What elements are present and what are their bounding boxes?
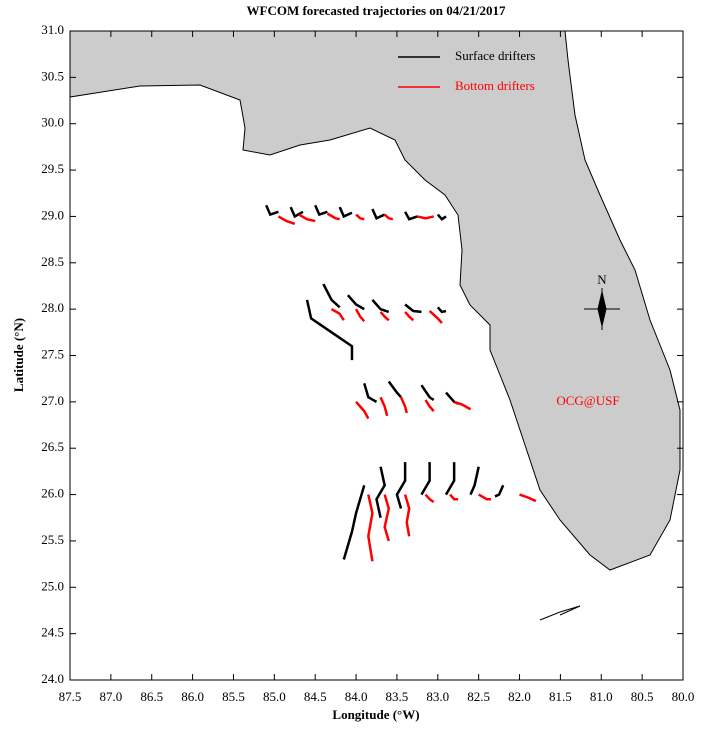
x-tick-label: 86.0 [181, 689, 204, 704]
y-tick-label: 29.0 [41, 207, 64, 222]
trajectory [420, 462, 431, 496]
compass [584, 288, 620, 330]
y-tick-label: 28.5 [41, 254, 64, 269]
trajectory [379, 311, 390, 322]
chart-title: WFCOM forecasted trajectories on 04/21/2… [247, 3, 506, 18]
trajectory [436, 306, 447, 314]
y-tick-label: 30.5 [41, 68, 64, 83]
compass-label: N [597, 272, 607, 287]
trajectory [355, 213, 365, 221]
trajectory [387, 380, 402, 399]
trajectory [424, 493, 435, 504]
trajectory [453, 400, 472, 411]
trajectory [404, 303, 422, 314]
x-tick-label: 82.0 [508, 689, 531, 704]
y-tick-label: 25.5 [41, 532, 64, 547]
trajectory [322, 283, 341, 309]
trajectory [375, 466, 386, 519]
trajectory [342, 484, 366, 560]
trajectory [277, 215, 296, 226]
trajectory [330, 308, 345, 321]
trajectory [428, 310, 443, 324]
x-tick-label: 87.0 [99, 689, 122, 704]
keys [539, 605, 581, 621]
annotation: OCG@USF [556, 393, 619, 408]
y-tick-label: 24.0 [41, 671, 64, 686]
trajectory [404, 211, 418, 221]
trajectory [383, 213, 394, 221]
x-tick-label: 85.5 [222, 689, 245, 704]
x-tick-label: 84.5 [304, 689, 327, 704]
x-tick-label: 82.5 [467, 689, 490, 704]
y-tick-label: 25.0 [41, 578, 64, 593]
x-tick-label: 81.5 [549, 689, 572, 704]
x-tick-label: 84.0 [345, 689, 368, 704]
trajectory [436, 213, 447, 221]
y-tick-label: 28.0 [41, 300, 64, 315]
trajectory [298, 213, 316, 223]
trajectory [314, 204, 328, 217]
y-tick-label: 26.0 [41, 486, 64, 501]
trajectory [399, 396, 408, 414]
y-tick-label: 27.5 [41, 346, 64, 361]
x-tick-label: 80.5 [631, 689, 654, 704]
trajectory [355, 401, 370, 420]
x-tick-label: 86.5 [140, 689, 163, 704]
trajectory [403, 494, 411, 537]
trajectory [478, 493, 491, 501]
trajectory [417, 215, 434, 220]
trajectory [494, 484, 505, 498]
x-tick-label: 80.0 [672, 689, 695, 704]
trajectory [383, 494, 391, 542]
x-tick-label: 87.5 [59, 689, 82, 704]
trajectory [338, 206, 353, 219]
trajectory [404, 311, 415, 322]
trajectory [354, 308, 366, 323]
legend-label: Surface drifters [455, 48, 536, 63]
land [69, 30, 681, 571]
y-tick-label: 29.5 [41, 161, 64, 176]
trajectory [424, 399, 435, 412]
y-axis-label: Latitude (°N) [11, 318, 26, 392]
trajectory [371, 208, 386, 220]
trajectory [395, 462, 407, 509]
trajectory [469, 466, 480, 496]
y-tick-label: 30.0 [41, 115, 64, 130]
trajectory [289, 206, 304, 219]
x-tick-label: 81.0 [590, 689, 613, 704]
trajectory [326, 212, 340, 221]
trajectory [363, 382, 378, 403]
legend-label: Bottom drifters [455, 78, 535, 93]
trajectory [444, 462, 456, 496]
x-axis-label: Longitude (°W) [332, 707, 419, 722]
y-tick-label: 24.5 [41, 625, 64, 640]
y-tick-label: 27.0 [41, 393, 64, 408]
trajectory [265, 204, 279, 217]
trajectory [420, 384, 435, 402]
trajectory [379, 396, 389, 417]
y-tick-label: 26.5 [41, 439, 64, 454]
trajectory [449, 493, 459, 501]
x-tick-label: 85.0 [263, 689, 286, 704]
x-tick-label: 83.0 [426, 689, 449, 704]
trajectory [305, 299, 354, 361]
trajectory [371, 299, 390, 314]
x-tick-label: 83.5 [386, 689, 409, 704]
trajectory [346, 294, 365, 311]
trajectory [367, 494, 374, 562]
trajectory [519, 493, 537, 503]
y-tick-label: 31.0 [41, 22, 64, 37]
